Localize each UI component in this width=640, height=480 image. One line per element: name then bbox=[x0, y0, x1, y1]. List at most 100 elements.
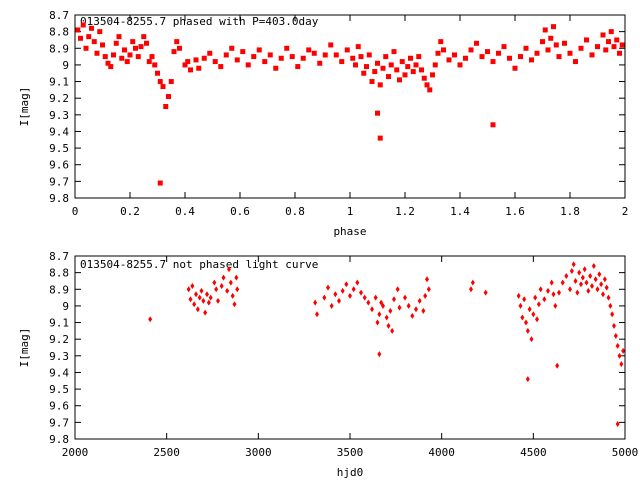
data-point bbox=[240, 49, 246, 55]
y-axis-label: I[mag] bbox=[18, 87, 31, 127]
data-point bbox=[380, 65, 386, 71]
data-point bbox=[148, 316, 153, 323]
data-point bbox=[311, 50, 317, 56]
data-point bbox=[329, 302, 334, 309]
data-point bbox=[366, 52, 372, 58]
data-point bbox=[518, 54, 523, 60]
data-point bbox=[595, 44, 600, 50]
data-point bbox=[364, 64, 369, 70]
data-point bbox=[130, 39, 136, 45]
data-point bbox=[155, 70, 160, 76]
data-point bbox=[569, 267, 574, 274]
x-tick-label: 1.8 bbox=[560, 205, 580, 218]
y-tick-label: 9.1 bbox=[49, 317, 69, 330]
data-point bbox=[463, 55, 468, 61]
data-point bbox=[588, 272, 593, 279]
data-point bbox=[141, 34, 147, 40]
data-point bbox=[591, 262, 596, 269]
x-tick-label: 0.6 bbox=[230, 205, 250, 218]
data-point bbox=[524, 319, 528, 326]
data-point bbox=[267, 52, 273, 58]
data-point bbox=[525, 327, 530, 334]
data-point bbox=[146, 59, 152, 65]
y-tick-label: 8.9 bbox=[49, 42, 69, 55]
data-point bbox=[105, 60, 111, 66]
data-point bbox=[306, 47, 312, 53]
data-point bbox=[529, 57, 534, 63]
data-point bbox=[441, 47, 446, 53]
data-point bbox=[557, 289, 561, 296]
data-point bbox=[414, 306, 418, 313]
data-point bbox=[399, 59, 405, 65]
data-point bbox=[421, 75, 427, 81]
data-point bbox=[525, 376, 530, 383]
data-point bbox=[326, 284, 330, 291]
data-point bbox=[355, 44, 361, 50]
data-point bbox=[432, 62, 438, 68]
data-point bbox=[612, 322, 616, 329]
data-point bbox=[395, 286, 400, 293]
data-point bbox=[523, 45, 529, 51]
y-tick-label: 8.9 bbox=[49, 283, 69, 296]
x-tick-label: 2 bbox=[622, 205, 629, 218]
data-point bbox=[579, 281, 583, 288]
data-point bbox=[133, 45, 138, 51]
data-point bbox=[549, 279, 554, 286]
data-point bbox=[582, 266, 587, 273]
data-point bbox=[221, 274, 226, 281]
data-point bbox=[203, 309, 208, 316]
data-point bbox=[201, 297, 206, 304]
data-point bbox=[423, 292, 428, 299]
y-tick-label: 9 bbox=[62, 300, 69, 313]
data-point bbox=[152, 62, 158, 68]
data-point bbox=[551, 24, 556, 30]
x-tick-label: 1.6 bbox=[505, 205, 525, 218]
data-point bbox=[573, 59, 578, 65]
data-point bbox=[562, 40, 567, 46]
data-point bbox=[193, 57, 199, 63]
data-point bbox=[590, 282, 594, 289]
y-tick-label: 8.7 bbox=[49, 9, 69, 22]
data-point bbox=[403, 294, 407, 301]
data-point bbox=[381, 302, 385, 309]
data-point bbox=[124, 59, 130, 65]
data-point bbox=[377, 351, 382, 358]
data-point bbox=[225, 287, 230, 294]
data-point bbox=[386, 322, 391, 329]
data-point bbox=[337, 297, 341, 304]
data-point bbox=[405, 64, 411, 70]
x-tick-label: 3500 bbox=[337, 446, 364, 459]
y-tick-label: 8.7 bbox=[49, 250, 69, 263]
data-point bbox=[214, 286, 219, 293]
data-point bbox=[262, 59, 268, 65]
data-point bbox=[621, 347, 626, 354]
data-point bbox=[111, 52, 116, 58]
data-point bbox=[529, 336, 534, 343]
data-point bbox=[479, 54, 485, 60]
data-point bbox=[501, 44, 507, 50]
data-point bbox=[553, 42, 559, 48]
axis-ticks: 8.7 8.8 8.9 9 9.1 9.2 9.3 9.4 9.5 9.6 9.7 9.80 0.2 0.… bbox=[49, 9, 628, 218]
data-point bbox=[446, 57, 452, 63]
data-point bbox=[575, 289, 580, 296]
y-tick-label: 9.4 bbox=[49, 366, 69, 379]
data-point bbox=[372, 69, 378, 75]
y-tick-label: 9.5 bbox=[49, 142, 69, 155]
data-point bbox=[390, 327, 395, 334]
x-tick-label: 0.2 bbox=[120, 205, 140, 218]
x-tick-label: 3000 bbox=[245, 446, 272, 459]
y-tick-label: 9.3 bbox=[49, 109, 69, 122]
data-point bbox=[610, 311, 615, 318]
data-point bbox=[196, 65, 202, 71]
data-point bbox=[194, 291, 198, 298]
data-point bbox=[149, 54, 155, 60]
data-point bbox=[413, 62, 419, 68]
data-point bbox=[377, 311, 382, 318]
data-point bbox=[157, 180, 163, 186]
data-point bbox=[102, 54, 108, 60]
x-tick-label: 2000 bbox=[62, 446, 89, 459]
data-point bbox=[518, 302, 523, 309]
data-point bbox=[370, 306, 374, 313]
data-point bbox=[603, 47, 609, 53]
data-point bbox=[377, 82, 383, 88]
